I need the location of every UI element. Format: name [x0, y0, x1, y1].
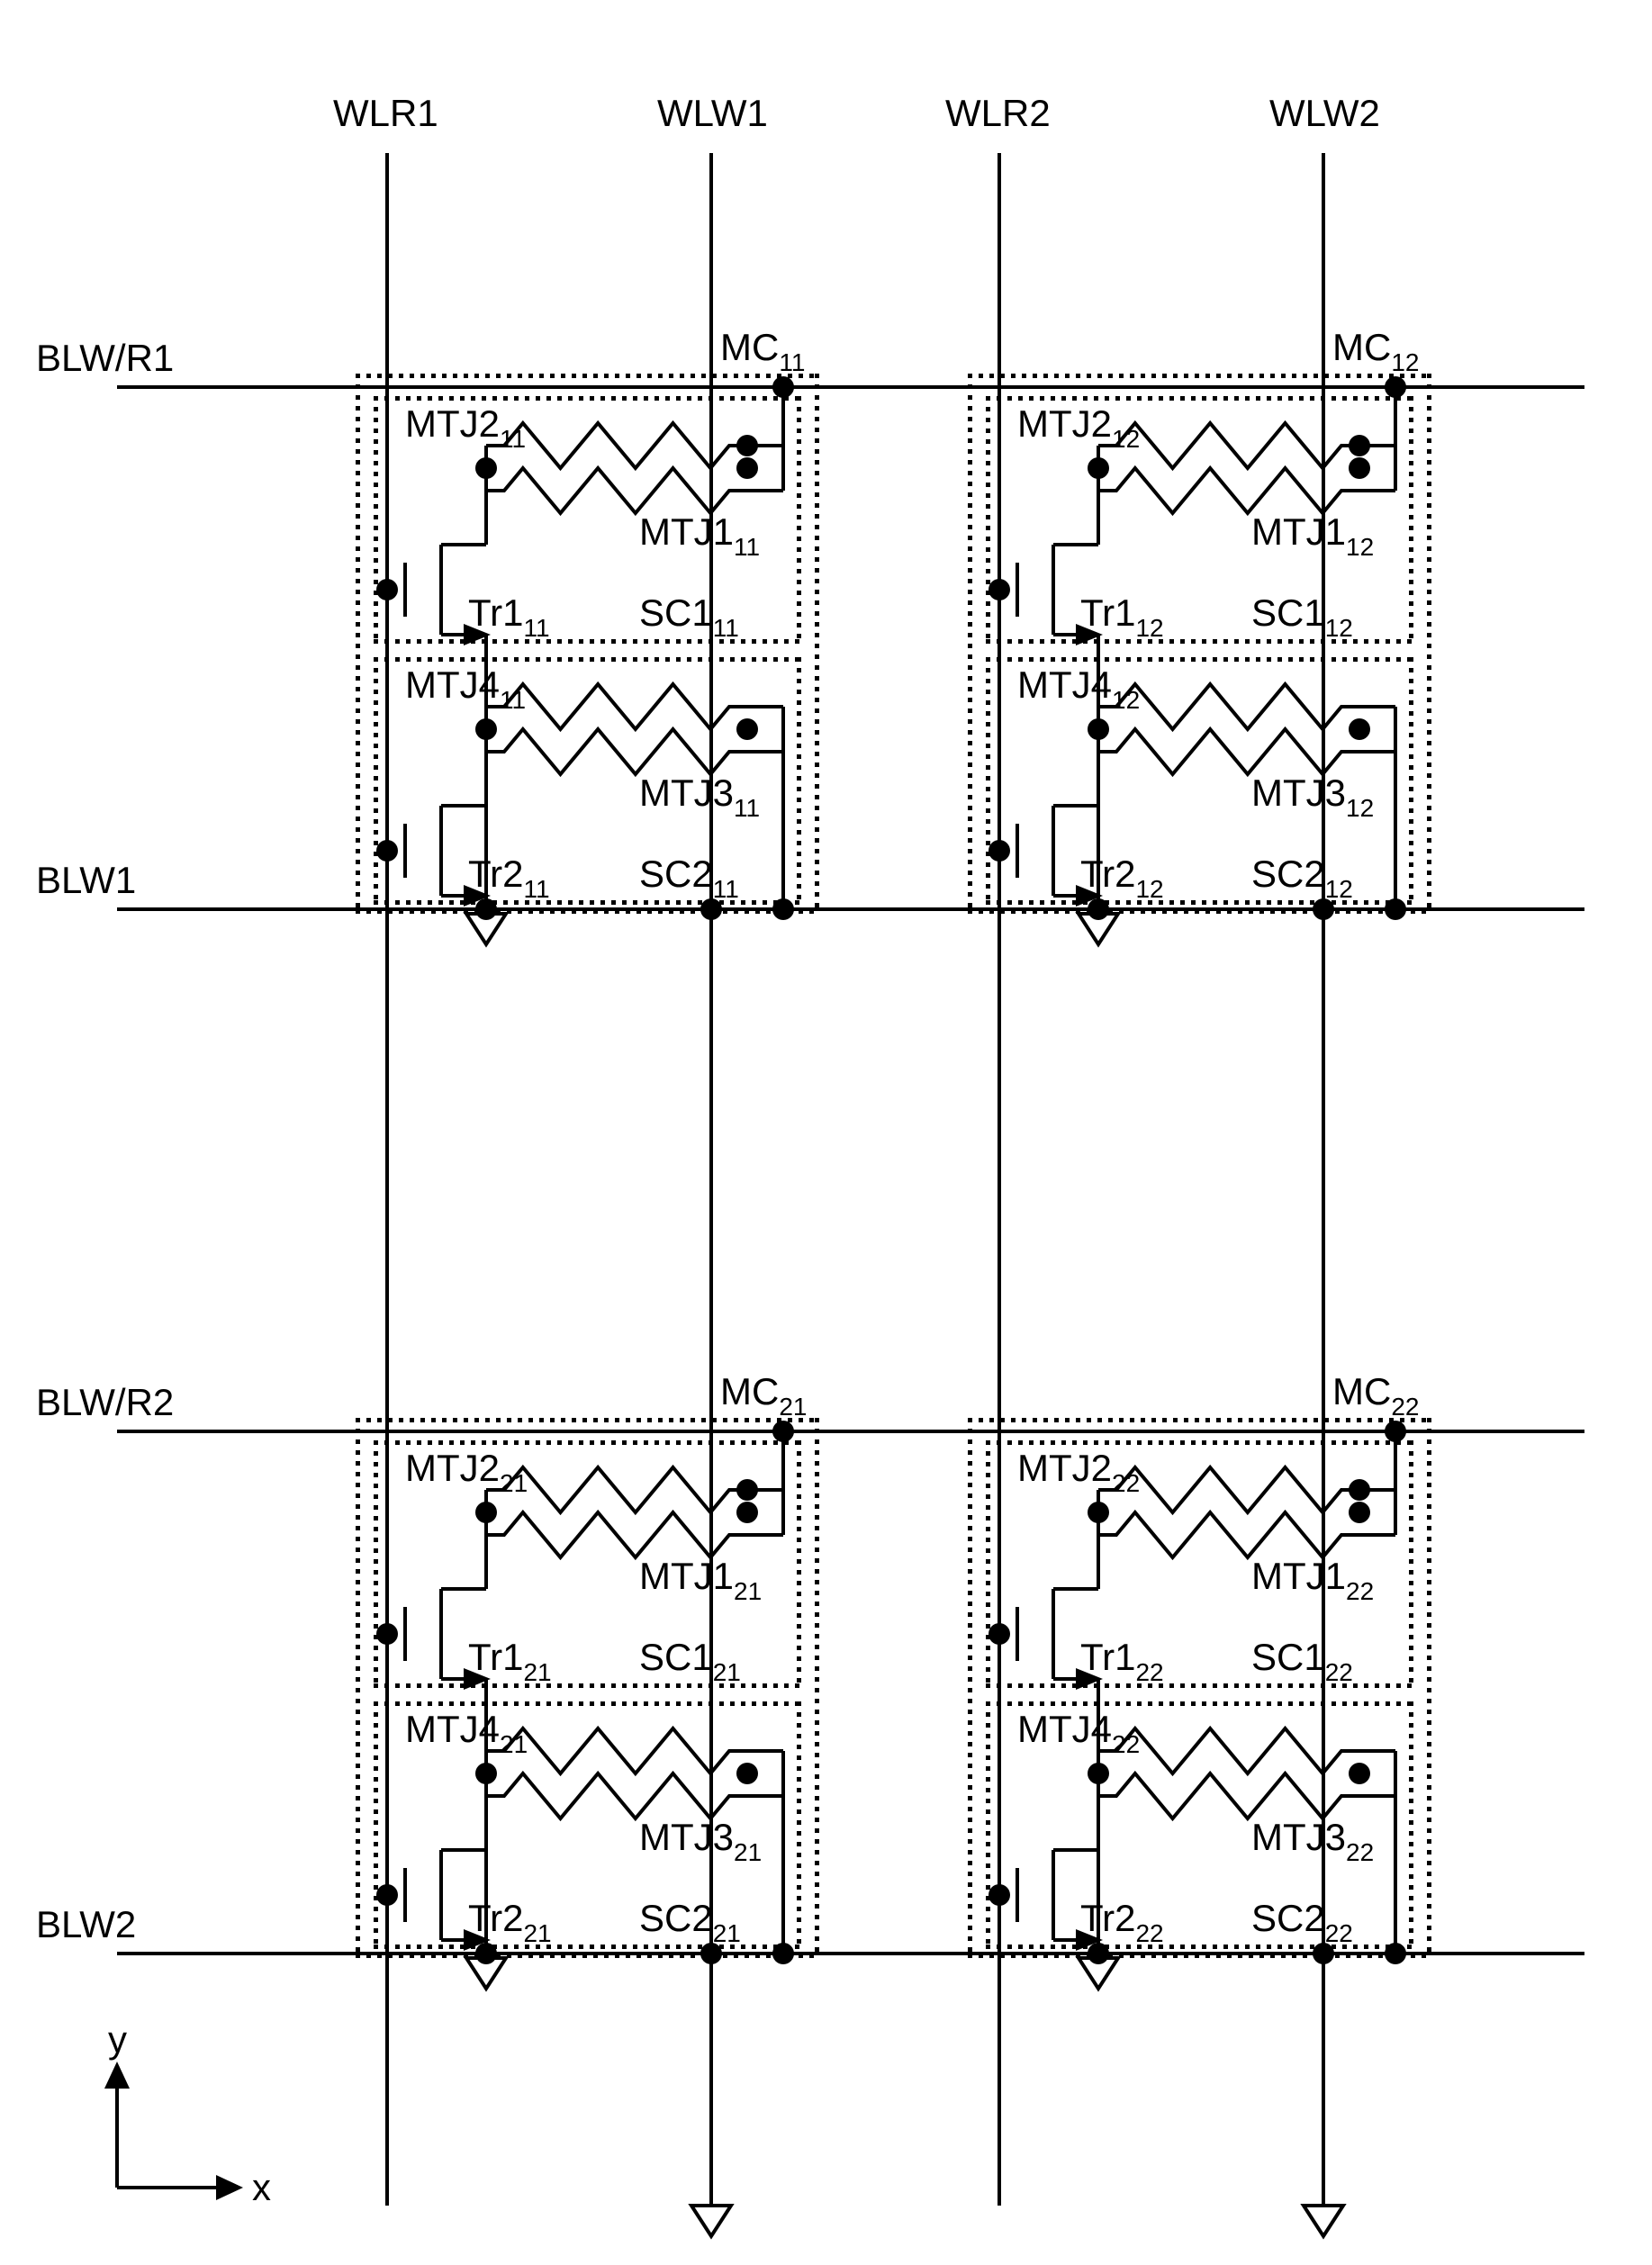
wlw1-line: WLW1: [657, 92, 768, 2206]
wlw2-label: WLW2: [1269, 92, 1380, 134]
mtj2-label: MTJ211: [405, 402, 526, 453]
sc1-label: SC111: [639, 591, 739, 642]
sc2-label: SC221: [639, 1897, 741, 1947]
mtj2-label: MTJ222: [1017, 1447, 1140, 1497]
memory-cell-12: MC12MTJ212MTJ112Tr112SC112MTJ412MTJ312Tr…: [968, 326, 1431, 944]
mtj3-label: MTJ312: [1251, 772, 1374, 822]
sc2-label: SC211: [639, 853, 739, 903]
blwr1-label: BLW/R1: [36, 337, 174, 379]
mc-label: MC12: [1332, 326, 1419, 376]
wlr2-label: WLR2: [945, 92, 1051, 134]
blw2-label: BLW2: [36, 1903, 136, 1945]
mc-label: MC11: [720, 326, 805, 376]
mc-label: MC21: [720, 1370, 807, 1421]
sc2-label: SC222: [1251, 1897, 1353, 1947]
mtj4-label: MTJ421: [405, 1708, 528, 1758]
mtj1-label: MTJ111: [639, 510, 760, 561]
mtj1-label: MTJ121: [639, 1555, 762, 1605]
wlw1-label: WLW1: [657, 92, 768, 134]
wlr1-label: WLR1: [333, 92, 438, 134]
mtj4-label: MTJ411: [405, 663, 526, 714]
mtj2-label: MTJ221: [405, 1447, 528, 1497]
mc-label: MC22: [1332, 1370, 1419, 1421]
mtj1-label: MTJ112: [1251, 510, 1374, 561]
mtj3-label: MTJ322: [1251, 1816, 1374, 1866]
sc2-label: SC212: [1251, 853, 1353, 903]
mtj4-label: MTJ412: [1017, 663, 1140, 714]
mtj1-label: MTJ122: [1251, 1555, 1374, 1605]
axis-icon: yx: [104, 2018, 271, 2208]
memory-cell-21: MC21MTJ221MTJ121Tr121SC121MTJ421MTJ321Tr…: [356, 1370, 819, 1989]
sc1-label: SC112: [1251, 591, 1353, 642]
sc1-label: SC121: [639, 1636, 741, 1686]
blwr2-label: BLW/R2: [36, 1381, 174, 1423]
sc1-label: SC122: [1251, 1636, 1353, 1686]
mtj2-label: MTJ212: [1017, 402, 1140, 453]
blw1-label: BLW1: [36, 859, 136, 901]
memory-cell-11: MC11MTJ211MTJ111Tr111SC111MTJ411MTJ311Tr…: [356, 326, 819, 944]
wlw2-line: WLW2: [1269, 92, 1380, 2206]
mtj4-label: MTJ422: [1017, 1708, 1140, 1758]
mtj3-label: MTJ321: [639, 1816, 762, 1866]
axis-x-label: x: [252, 2166, 271, 2208]
memory-cell-22: MC22MTJ222MTJ122Tr122SC122MTJ422MTJ322Tr…: [968, 1370, 1431, 1989]
mtj3-label: MTJ311: [639, 772, 760, 822]
axis-y-label: y: [108, 2018, 127, 2061]
